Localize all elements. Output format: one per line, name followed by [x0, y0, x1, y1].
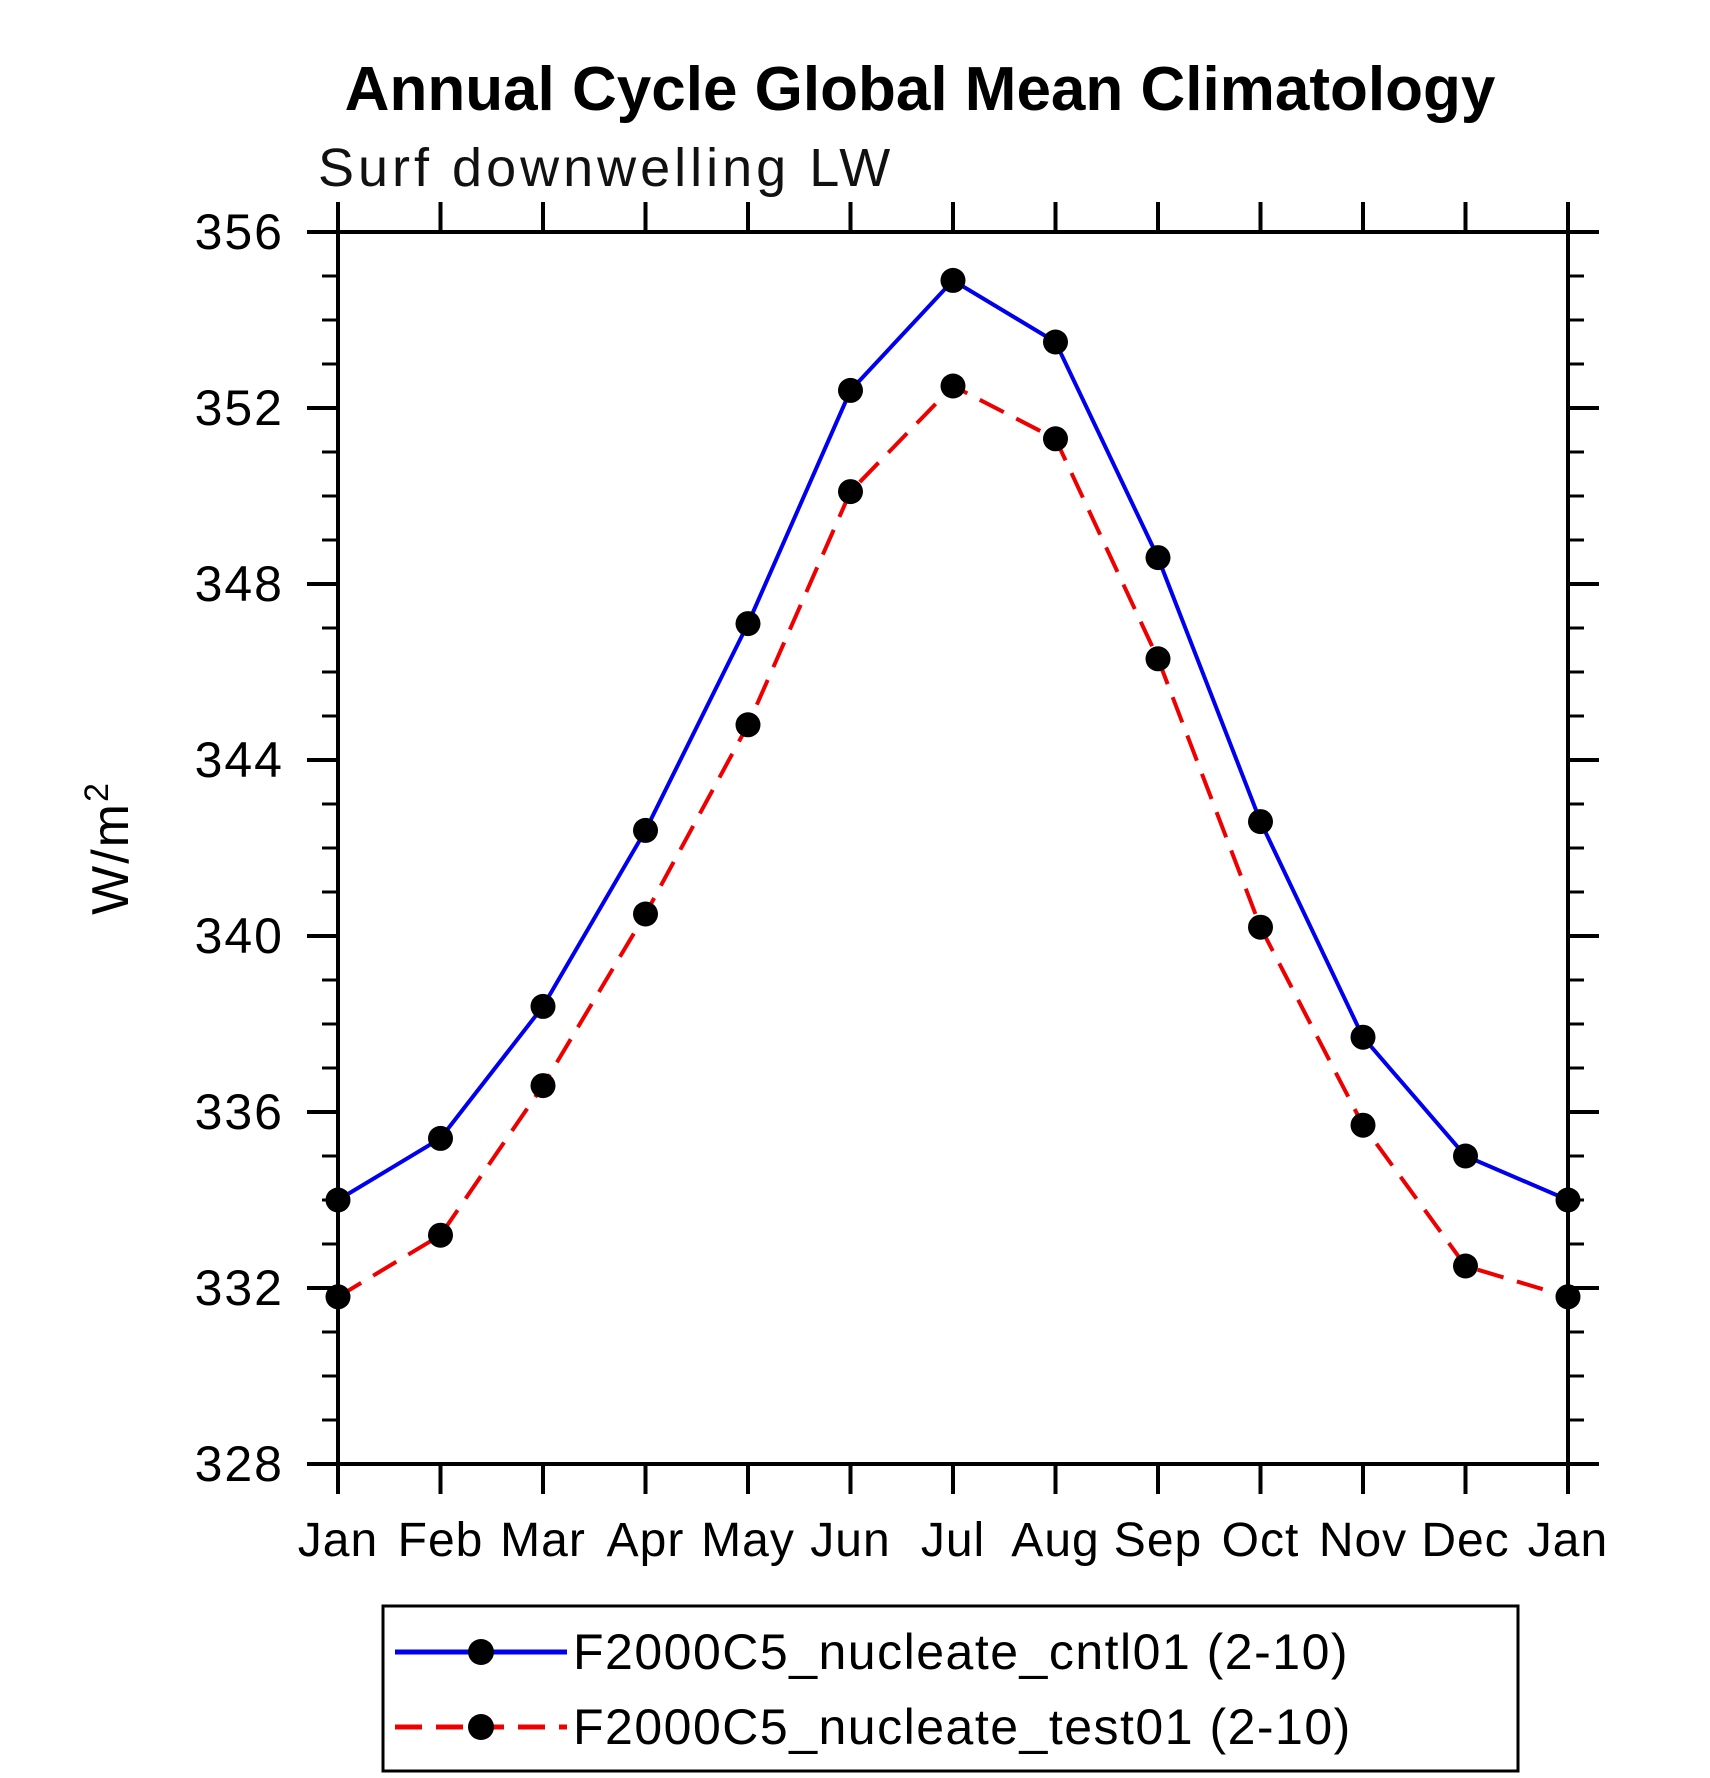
y-axis-label: W/m2	[78, 781, 140, 915]
data-point-marker	[530, 993, 556, 1019]
legend-label: F2000C5_nucleate_cntl01 (2-10)	[573, 1624, 1349, 1680]
legend: F2000C5_nucleate_cntl01 (2-10) F2000C5_nu…	[381, 1604, 1520, 1773]
series-line-test01	[336, 383, 1569, 1299]
y-tick-label: 328	[195, 1436, 284, 1492]
legend-box	[381, 1604, 1520, 1773]
series-line-cntl01	[336, 277, 1569, 1202]
data-point-marker	[1043, 426, 1068, 452]
data-point-marker	[1350, 1024, 1376, 1050]
data-point-marker	[1350, 1112, 1376, 1138]
y-tick-label: 336	[195, 1084, 284, 1140]
data-point-marker	[838, 377, 863, 403]
data-point-marker	[428, 1125, 453, 1151]
data-point-marker	[940, 373, 966, 399]
y-tick-labels: 328 332 336 340 344 348 352 356	[195, 204, 284, 1492]
data-point-marker	[633, 817, 658, 843]
data-point-marker	[940, 267, 966, 293]
x-tick-label: Nov	[1319, 1514, 1407, 1567]
y-tick-label: 352	[195, 380, 284, 436]
y-axis-label-base: W/m	[82, 802, 140, 915]
x-tick-label: Feb	[398, 1514, 484, 1567]
data-point-marker	[735, 611, 761, 637]
x-tick-label: Aug	[1011, 1514, 1099, 1567]
data-point-marker	[1043, 329, 1068, 355]
data-point-marker	[838, 479, 863, 505]
y-tick-label: 344	[195, 732, 284, 788]
x-tick-label: Jul	[921, 1514, 985, 1567]
data-point-marker	[1453, 1253, 1478, 1279]
x-tick-label: Mar	[500, 1514, 586, 1567]
data-point-marker	[530, 1073, 556, 1099]
y-tick-label: 340	[195, 908, 284, 964]
x-tick-label: May	[701, 1514, 795, 1567]
data-point-marker	[735, 712, 761, 738]
data-point-marker	[428, 1222, 453, 1248]
data-point-marker	[1145, 646, 1171, 672]
x-tick-label: Jan	[298, 1514, 378, 1567]
data-point-marker	[1248, 809, 1273, 835]
x-tick-label: Dec	[1421, 1514, 1509, 1567]
legend-marker	[468, 1639, 494, 1665]
data-series	[325, 267, 1581, 1310]
chart-subtitle: Surf downwelling LW	[318, 138, 894, 198]
x-tick-label: Jun	[810, 1514, 890, 1567]
plot-frame	[336, 230, 1570, 1466]
x-tick-label: Sep	[1114, 1514, 1202, 1567]
y-tick-label: 348	[195, 556, 284, 612]
chart-title: Annual Cycle Global Mean Climatology	[345, 55, 1496, 124]
data-point-marker	[1453, 1143, 1478, 1169]
x-tick-label: Oct	[1222, 1514, 1300, 1567]
x-tick-labels: Jan Feb Mar Apr May Jun Jul Aug Sep Oct Nov Dec Jan	[298, 1514, 1608, 1567]
data-point-marker	[633, 901, 658, 927]
data-point-marker	[1248, 914, 1273, 940]
y-tick-label: 332	[195, 1260, 284, 1316]
y-tick-label: 356	[195, 204, 284, 260]
x-tick-label: Jan	[1528, 1514, 1608, 1567]
data-point-marker	[1145, 545, 1171, 571]
axis-ticks	[307, 202, 1599, 1494]
y-axis-label-exponent: 2	[78, 781, 116, 802]
legend-marker	[468, 1714, 494, 1740]
x-tick-label: Apr	[607, 1514, 685, 1567]
legend-label: F2000C5_nucleate_test01 (2-10)	[573, 1699, 1352, 1755]
